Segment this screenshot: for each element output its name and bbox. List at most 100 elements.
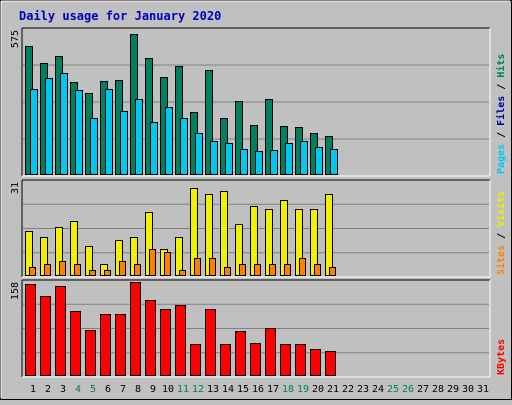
x-tick-label-day-8: 8	[135, 384, 141, 395]
bar-sites-day-4	[74, 264, 81, 276]
bar-kbytes-day-14	[220, 344, 231, 376]
axis-label-part: Hits	[495, 54, 507, 78]
bar-visits-day-21	[325, 194, 333, 276]
bar-hits-day-15	[235, 101, 243, 175]
bar-pages-day-11	[180, 118, 188, 175]
axis-label-part: KBytes	[496, 339, 507, 375]
bar-sites-day-20	[314, 264, 321, 276]
bar-pages-day-1	[30, 89, 38, 175]
bar-hits-day-17	[265, 99, 273, 175]
x-tick-label-day-13: 13	[207, 384, 219, 395]
bar-kbytes-day-17	[265, 328, 276, 376]
bar-pages-day-15	[240, 149, 248, 175]
bar-sites-day-8	[134, 264, 141, 276]
chart-title: Daily usage for January 2020	[19, 9, 221, 23]
bar-sites-day-21	[329, 267, 336, 276]
bar-sites-day-7	[119, 261, 126, 276]
panel-1-max-label: 575	[10, 30, 21, 48]
x-tick-label-day-25: 25	[387, 384, 399, 395]
x-tick-label-day-21: 21	[327, 384, 339, 395]
panel-2-max-label: 31	[10, 182, 21, 194]
bar-sites-day-2	[44, 264, 51, 276]
bar-sites-day-10	[164, 252, 171, 276]
bar-sites-day-6	[104, 270, 111, 276]
bar-kbytes-day-12	[190, 344, 201, 376]
x-tick-label-day-19: 19	[297, 384, 309, 395]
x-tick-label-day-6: 6	[105, 384, 111, 395]
bar-pages-day-5	[90, 118, 98, 175]
x-tick-label-day-1: 1	[30, 384, 36, 395]
bar-pages-day-3	[60, 73, 68, 175]
panel-2-axis-label: Sites / Visits	[495, 191, 507, 275]
bar-kbytes-day-8	[130, 282, 141, 376]
bar-kbytes-day-7	[115, 314, 126, 376]
bar-pages-day-21	[330, 149, 338, 175]
bar-kbytes-day-5	[85, 330, 96, 376]
panel-1-axis-label: Pages / Files / Hits	[495, 54, 507, 174]
bar-sites-day-12	[194, 258, 201, 276]
x-tick-label-day-27: 27	[417, 384, 429, 395]
bar-kbytes-day-21	[325, 351, 336, 376]
bar-visits-day-14	[220, 191, 228, 276]
bar-hits-day-9	[145, 58, 153, 175]
x-tick-label-day-14: 14	[222, 384, 234, 395]
x-tick-label-day-2: 2	[45, 384, 51, 395]
bar-pages-day-9	[150, 122, 158, 175]
bar-sites-day-9	[149, 249, 156, 276]
bar-pages-day-8	[135, 99, 143, 175]
bar-sites-day-15	[239, 264, 246, 276]
x-tick-label-day-26: 26	[402, 384, 414, 395]
x-tick-label-day-22: 22	[342, 384, 354, 395]
bar-sites-day-1	[29, 267, 36, 276]
bar-kbytes-day-2	[40, 296, 51, 376]
bar-sites-day-19	[299, 258, 306, 276]
x-tick-label-day-31: 31	[477, 384, 489, 395]
bar-kbytes-day-15	[235, 331, 246, 376]
bar-sites-day-18	[284, 264, 291, 276]
x-tick-label-day-20: 20	[312, 384, 324, 395]
bar-sites-day-16	[254, 264, 261, 276]
bar-kbytes-day-13	[205, 309, 216, 376]
axis-label-part: Files	[495, 96, 507, 126]
bar-pages-day-19	[300, 141, 308, 175]
x-tick-label-day-5: 5	[90, 384, 96, 395]
bar-kbytes-day-20	[310, 349, 321, 376]
x-tick-label-day-12: 12	[192, 384, 204, 395]
bar-sites-day-17	[269, 264, 276, 276]
bar-pages-day-4	[75, 90, 83, 175]
x-tick-label-day-16: 16	[252, 384, 264, 395]
bar-pages-day-16	[255, 151, 263, 175]
panel-3-axis-label: KBytes	[496, 339, 507, 375]
x-tick-label-day-4: 4	[75, 384, 81, 395]
bar-kbytes-day-1	[25, 284, 36, 376]
axis-label-part: /	[496, 126, 507, 144]
bar-kbytes-day-16	[250, 343, 261, 376]
bar-sites-day-14	[224, 267, 231, 276]
x-tick-label-day-28: 28	[432, 384, 444, 395]
x-tick-label-day-10: 10	[162, 384, 174, 395]
bar-pages-day-13	[210, 141, 218, 175]
x-tick-label-day-3: 3	[60, 384, 66, 395]
bar-hits-day-13	[205, 70, 213, 175]
x-tick-label-day-30: 30	[462, 384, 474, 395]
bar-pages-day-10	[165, 107, 173, 175]
x-tick-label-day-9: 9	[150, 384, 156, 395]
bar-pages-day-12	[195, 133, 203, 175]
x-tick-label-day-29: 29	[447, 384, 459, 395]
bar-kbytes-day-9	[145, 300, 156, 376]
bar-pages-day-2	[45, 78, 53, 175]
bar-kbytes-day-4	[70, 311, 81, 376]
bar-pages-day-7	[120, 111, 128, 175]
bar-kbytes-day-6	[100, 314, 111, 376]
panel-3-max-label: 158	[10, 282, 21, 300]
x-tick-label-day-17: 17	[267, 384, 279, 395]
x-tick-label-day-15: 15	[237, 384, 249, 395]
bar-pages-day-20	[315, 147, 323, 175]
bar-pages-day-6	[105, 89, 113, 175]
bar-kbytes-day-10	[160, 309, 171, 376]
x-tick-label-day-24: 24	[372, 384, 384, 395]
bar-sites-day-13	[209, 258, 216, 276]
bar-pages-day-17	[270, 150, 278, 175]
axis-label-part: /	[496, 227, 507, 245]
